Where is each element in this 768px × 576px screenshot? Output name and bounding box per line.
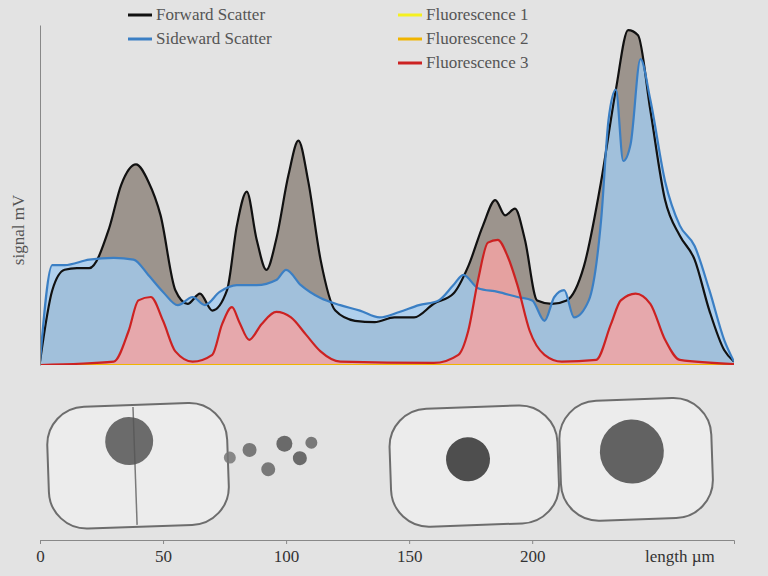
legend-swatch	[128, 14, 152, 17]
cell	[388, 404, 560, 528]
series-line	[40, 364, 734, 365]
x-tick: 0	[36, 540, 45, 566]
series-line	[40, 59, 734, 362]
x-tick-mark	[532, 540, 533, 544]
legend-swatch	[128, 38, 152, 41]
legend-swatch	[398, 62, 422, 65]
x-axis: 0 50 100 150 200	[36, 540, 734, 566]
legend-item: Fluorescence 3	[398, 53, 528, 72]
legend-label: Fluorescence 1	[426, 5, 528, 24]
series-area	[40, 30, 734, 365]
legend-label: Fluorescence 3	[426, 53, 528, 72]
cell-content	[242, 443, 256, 457]
x-tick: 200	[520, 540, 546, 566]
cell-content	[276, 435, 293, 452]
y-axis	[40, 26, 41, 366]
legend-item: Forward Scatter	[128, 5, 265, 24]
x-tick-mark	[40, 540, 41, 544]
y-axis-title: signal mV	[9, 194, 28, 265]
x-axis-line	[41, 541, 735, 545]
x-tick-label: 0	[36, 547, 45, 566]
legend-label: Forward Scatter	[156, 5, 265, 24]
legend-swatch	[398, 14, 422, 17]
cell-content	[445, 437, 491, 483]
legend-label: Fluorescence 2	[426, 29, 528, 48]
x-tick-mark	[163, 540, 164, 544]
series-area	[40, 240, 734, 365]
background	[0, 0, 768, 576]
legend-swatch	[398, 38, 422, 41]
x-tick: 150	[397, 540, 423, 566]
cell-content	[305, 437, 317, 449]
y-axis-line	[40, 26, 41, 366]
cell-content	[261, 462, 275, 476]
x-tick: 50	[155, 540, 172, 566]
cell	[558, 397, 714, 522]
x-tick-label: 150	[397, 547, 423, 566]
x-tick: 100	[274, 540, 300, 566]
chart: 0 50 100 150 200 length µm signal mV Forward Sc…	[0, 0, 768, 576]
x-tick-label: 50	[155, 547, 172, 566]
series-line	[40, 240, 734, 365]
legend-label: Sideward Scatter	[156, 29, 272, 48]
x-axis-title: length µm	[645, 547, 715, 566]
cell	[46, 402, 230, 530]
cell-content	[293, 451, 307, 465]
cell-content	[224, 451, 236, 463]
x-tick-mark	[409, 540, 410, 544]
x-tick-label: 100	[274, 547, 300, 566]
series-line	[40, 364, 734, 365]
legend-item: Sideward Scatter	[128, 29, 272, 48]
cell-content	[104, 416, 154, 466]
series-line	[40, 30, 734, 362]
cell-content	[599, 418, 665, 484]
legend-item: Fluorescence 1	[398, 5, 528, 24]
x-tick-label: 200	[520, 547, 546, 566]
x-tick-mark	[286, 540, 287, 544]
cell-sketch	[46, 385, 714, 540]
plot-area	[40, 30, 734, 365]
legend: Forward Scatter Sideward Scatter Fluoresce…	[128, 5, 528, 72]
legend-item: Fluorescence 2	[398, 29, 528, 48]
